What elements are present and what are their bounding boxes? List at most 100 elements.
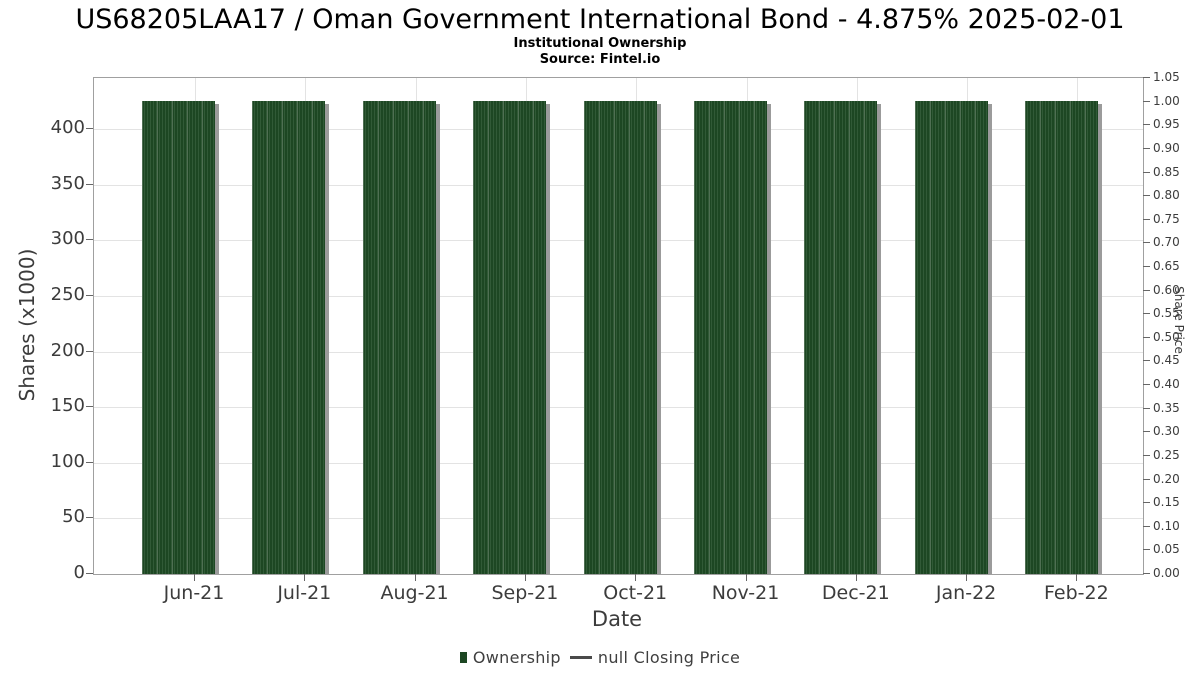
x-tick xyxy=(1076,574,1078,581)
y-left-tick-label: 0 xyxy=(73,562,85,583)
y-right-tick-label: 0.10 xyxy=(1153,518,1180,533)
y-right-tick xyxy=(1143,171,1150,173)
y-right-tick xyxy=(1143,502,1150,504)
y-right-tick-label: 0.60 xyxy=(1153,282,1180,297)
price-legend-line-icon xyxy=(569,655,592,659)
y-left-tick-label: 50 xyxy=(62,506,85,528)
plot-area xyxy=(93,77,1144,575)
y-left-tick-label: 100 xyxy=(50,450,85,472)
y-right-tick-label: 0.75 xyxy=(1153,211,1180,226)
x-tick xyxy=(855,574,857,581)
x-tick-label: Jun-21 xyxy=(163,582,225,604)
ownership-bar-nov-21 xyxy=(694,100,767,574)
x-tick-label: Feb-22 xyxy=(1044,582,1109,604)
y-left-tick xyxy=(86,183,93,185)
y-right-tick xyxy=(1143,266,1150,267)
x-tick xyxy=(304,574,306,581)
y-right-tick xyxy=(1143,360,1150,362)
y-right-tick xyxy=(1143,242,1150,244)
ownership-bar-sep-21 xyxy=(473,100,547,574)
y-right-tick-label: 1.05 xyxy=(1153,70,1180,84)
y-left-tick xyxy=(86,461,93,463)
y-right-tick xyxy=(1143,431,1150,433)
y-right-tick xyxy=(1143,384,1150,385)
ownership-bar-jan-22 xyxy=(914,100,988,574)
y-left-tick xyxy=(86,350,93,352)
x-tick-label: Nov-21 xyxy=(711,582,780,604)
ownership-bar-oct-21 xyxy=(583,100,657,574)
y-right-tick xyxy=(1143,525,1150,527)
y-right-tick-label: 0.80 xyxy=(1153,188,1180,203)
y-right-tick-label: 0.35 xyxy=(1153,400,1180,415)
y-axis-label-left: Shares (x1000) xyxy=(15,248,39,402)
y-left-tick xyxy=(86,128,93,130)
y-left-tick-label: 400 xyxy=(50,117,85,139)
y-right-tick xyxy=(1143,124,1150,126)
y-right-tick-label: 0.55 xyxy=(1153,306,1180,321)
y-right-tick-label: 0.50 xyxy=(1153,329,1180,344)
ownership-legend-marker-icon xyxy=(459,651,467,663)
x-axis-label: Date xyxy=(591,607,643,631)
chart-source: Source: Fintel.io xyxy=(539,52,661,67)
y-right-tick-label: 0.25 xyxy=(1153,447,1180,462)
ownership-bar-feb-22 xyxy=(1025,100,1099,574)
y-right-tick-label: 0.00 xyxy=(1153,566,1180,580)
x-tick xyxy=(194,574,195,581)
y-left-tick xyxy=(86,239,93,241)
y-right-tick-label: 0.15 xyxy=(1153,495,1180,510)
x-tick-label: Jan-22 xyxy=(935,582,997,604)
x-tick xyxy=(635,574,637,581)
legend: Ownership null Closing Price xyxy=(0,645,1200,669)
y-right-tick xyxy=(1143,454,1150,456)
x-tick-label: Sep-21 xyxy=(491,582,559,604)
chart-title: US68205LAA17 / Oman Government Internati… xyxy=(75,4,1125,35)
x-tick-label: Dec-21 xyxy=(821,582,890,604)
ownership-bar-jun-21 xyxy=(142,100,215,574)
ownership-bar-jul-21 xyxy=(252,100,326,574)
y-right-tick xyxy=(1143,195,1150,197)
y-right-tick xyxy=(1143,478,1150,480)
y-right-tick-label: 0.90 xyxy=(1153,140,1180,155)
y-right-tick xyxy=(1143,100,1150,102)
x-tick-label: Jul-21 xyxy=(277,582,332,604)
y-right-tick xyxy=(1143,147,1150,149)
y-right-tick-label: 0.70 xyxy=(1153,235,1180,250)
y-right-tick xyxy=(1143,218,1150,220)
y-right-tick-label: 0.05 xyxy=(1153,542,1180,557)
chart-subtitle: Institutional Ownership xyxy=(513,36,687,51)
y-left-tick xyxy=(86,406,93,408)
y-left-tick xyxy=(86,573,93,574)
y-right-tick xyxy=(1143,549,1150,551)
y-right-tick xyxy=(1143,336,1150,338)
x-tick-label: Oct-21 xyxy=(603,582,668,604)
y-right-tick-label: 0.85 xyxy=(1153,164,1180,179)
y-right-tick xyxy=(1143,407,1150,409)
y-left-tick-label: 300 xyxy=(50,228,85,250)
x-tick-label: Aug-21 xyxy=(380,582,449,604)
x-tick xyxy=(745,574,747,581)
y-right-tick-label: 0.30 xyxy=(1153,424,1180,439)
y-right-tick xyxy=(1143,573,1150,574)
y-right-tick xyxy=(1143,77,1150,78)
y-right-tick xyxy=(1143,289,1150,291)
y-left-tick xyxy=(86,517,93,519)
y-left-tick-label: 350 xyxy=(50,172,85,194)
y-right-tick xyxy=(1143,313,1150,315)
price-legend-label: null Closing Price xyxy=(597,647,741,667)
ownership-bar-aug-21 xyxy=(362,100,436,574)
y-right-tick-label: 0.95 xyxy=(1153,117,1180,132)
y-right-tick-label: 0.40 xyxy=(1153,377,1180,391)
y-right-tick-label: 0.20 xyxy=(1153,471,1180,486)
ownership-bar-dec-21 xyxy=(804,100,878,574)
y-right-tick-label: 0.65 xyxy=(1153,259,1180,273)
ownership-legend-label: Ownership xyxy=(472,647,561,667)
y-left-tick xyxy=(86,295,93,296)
y-left-tick-label: 200 xyxy=(50,339,85,361)
y-axis-label-right: Share Price xyxy=(1172,286,1186,354)
x-tick xyxy=(414,574,416,581)
x-tick xyxy=(966,574,968,581)
y-left-tick-label: 250 xyxy=(50,284,85,305)
y-right-tick-label: 0.45 xyxy=(1153,353,1180,368)
x-tick xyxy=(524,574,526,581)
